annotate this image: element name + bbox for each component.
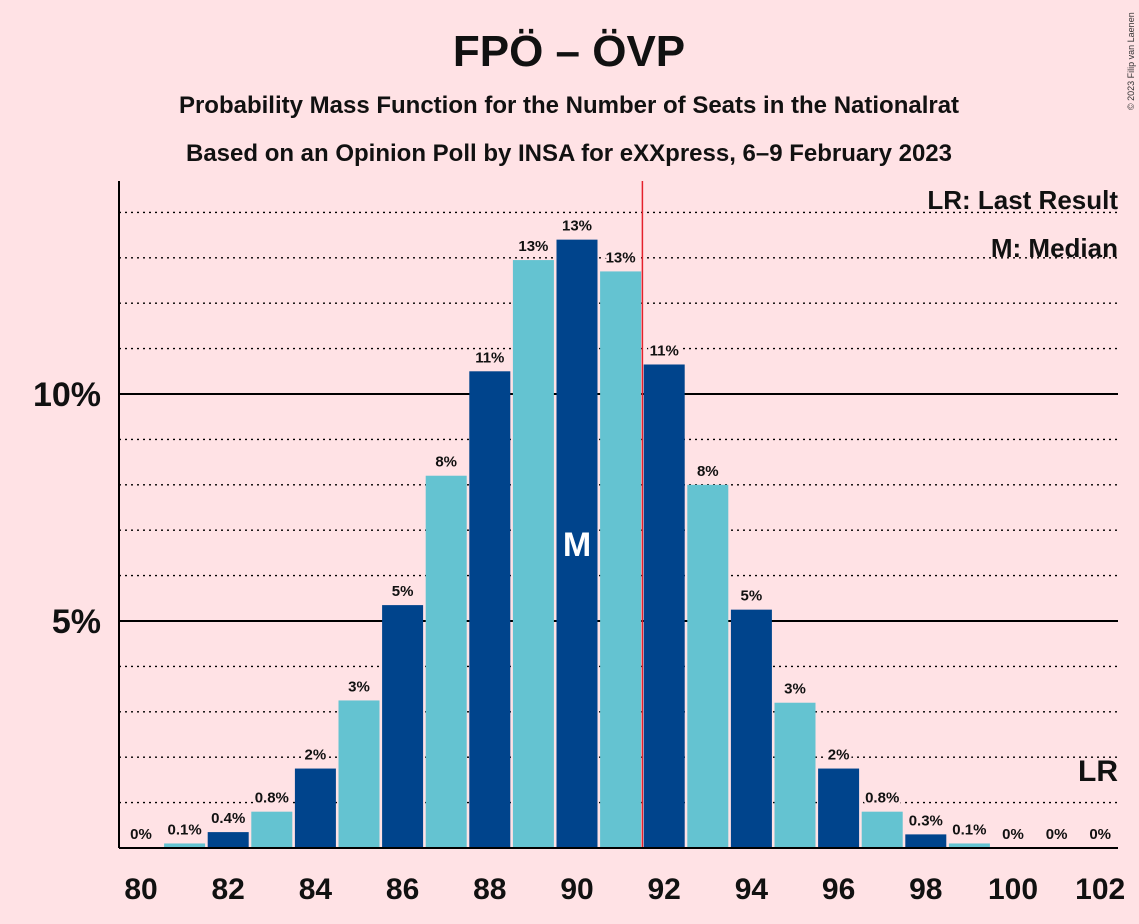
bar-label-bg-100: 0% bbox=[1002, 826, 1024, 843]
bar-label-bg-90: 13% bbox=[562, 218, 592, 235]
x-tick-label: 88 bbox=[473, 873, 506, 906]
x-tick-label: 96 bbox=[822, 873, 855, 906]
chart-subtitle-poll: Based on an Opinion Poll by INSA for eXX… bbox=[186, 140, 952, 167]
bar-label-bg-102: 0% bbox=[1089, 826, 1111, 843]
bar-label-91: 13% bbox=[606, 249, 636, 266]
bar-label-bg-88: 11% bbox=[475, 349, 504, 366]
bar-label-99: 0.1% bbox=[952, 821, 986, 838]
bar-label-bg-81: 0.1% bbox=[167, 821, 201, 838]
bar-label-100: 0% bbox=[1002, 826, 1024, 843]
x-tick-label: 100 bbox=[988, 873, 1038, 906]
chart-subtitle: Probability Mass Function for the Number… bbox=[179, 92, 959, 119]
bar-87 bbox=[425, 475, 467, 848]
bar-label-90: 13% bbox=[562, 218, 592, 235]
bar-84 bbox=[294, 768, 336, 848]
bar-label-bg-89: 13% bbox=[518, 238, 548, 255]
bar-83 bbox=[251, 811, 293, 848]
bar-label-83: 0.8% bbox=[255, 790, 289, 807]
bar-85 bbox=[338, 700, 380, 848]
bar-label-bg-84: 2% bbox=[305, 747, 327, 764]
bar-90 bbox=[556, 239, 598, 848]
bar-99 bbox=[948, 843, 990, 848]
x-tick-label: 86 bbox=[386, 873, 419, 906]
bar-label-95: 3% bbox=[784, 681, 806, 698]
copyright-note: © 2023 Filip van Laenen bbox=[1126, 12, 1136, 110]
bar-96 bbox=[818, 768, 860, 848]
bar-label-bg-93: 8% bbox=[697, 463, 719, 480]
bar-92 bbox=[643, 364, 685, 848]
bar-95 bbox=[774, 702, 816, 848]
x-tick-label: 84 bbox=[299, 873, 333, 906]
bar-label-97: 0.8% bbox=[865, 790, 899, 807]
bar-label-bg-97: 0.8% bbox=[865, 790, 899, 807]
x-tick-label: 102 bbox=[1075, 873, 1125, 906]
median-marker: M bbox=[563, 526, 591, 564]
bar-label-bg-94: 5% bbox=[741, 588, 763, 605]
last-result-marker: LR bbox=[1078, 755, 1118, 788]
bar-label-bg-99: 0.1% bbox=[952, 821, 986, 838]
legend-median: M: Median bbox=[991, 233, 1118, 263]
bar-91 bbox=[600, 271, 642, 848]
bar-label-bg-98: 0.3% bbox=[909, 812, 943, 829]
data-labels: 0%0% 0.1%0.1%0.4%0.4%0.8%0.8%2%2%3%3%5%5%… bbox=[128, 215, 1114, 845]
bar-89 bbox=[512, 260, 554, 848]
bar-label-96: 2% bbox=[828, 747, 850, 764]
x-tick-label: 82 bbox=[212, 873, 245, 906]
bar-label-81: 0.1% bbox=[167, 821, 201, 838]
bars bbox=[164, 239, 990, 848]
bar-97 bbox=[861, 811, 903, 848]
bar-label-bg-101: 0% bbox=[1046, 826, 1068, 843]
x-tick-label: 90 bbox=[560, 873, 593, 906]
bar-label-85: 3% bbox=[348, 678, 370, 695]
bar-label-94: 5% bbox=[741, 588, 763, 605]
bar-label-bg-87: 8% bbox=[435, 454, 457, 471]
legend-last-result: LR: Last Result bbox=[927, 185, 1118, 215]
bar-label-82: 0.4% bbox=[211, 810, 245, 827]
bar-label-98: 0.3% bbox=[909, 812, 943, 829]
bar-label-bg-80: 0% bbox=[130, 826, 152, 843]
bar-label-bg-83: 0.8% bbox=[255, 790, 289, 807]
bar-label-88: 11% bbox=[475, 349, 504, 366]
bar-label-80: 0% bbox=[130, 826, 152, 843]
x-tick-label: 98 bbox=[909, 873, 942, 906]
axes: 5% 10% 80 82 84 86 88 90 92 94 96 98 100 102 bbox=[33, 181, 1125, 906]
bar-81 bbox=[164, 843, 206, 848]
bar-label-92: 11% bbox=[650, 342, 679, 359]
bar-label-93: 8% bbox=[697, 463, 719, 480]
bar-label-89: 13% bbox=[518, 238, 548, 255]
bar-86 bbox=[382, 605, 424, 848]
bar-label-86: 5% bbox=[392, 583, 414, 600]
x-tick-label: 92 bbox=[648, 873, 681, 906]
bar-label-bg-85: 3% bbox=[348, 678, 370, 695]
bar-88 bbox=[469, 371, 511, 848]
bar-93 bbox=[687, 484, 729, 848]
bar-label-bg-95: 3% bbox=[784, 681, 806, 698]
bar-label-84: 2% bbox=[305, 747, 327, 764]
bar-label-bg-82: 0.4% bbox=[211, 810, 245, 827]
bar-82 bbox=[207, 832, 249, 848]
x-tick-label: 94 bbox=[735, 873, 769, 906]
bar-label-bg-91: 13% bbox=[606, 249, 636, 266]
y-tick-label: 10% bbox=[33, 376, 101, 414]
bar-label-87: 8% bbox=[435, 454, 457, 471]
bar-label-101: 0% bbox=[1046, 826, 1068, 843]
bar-label-bg-86: 5% bbox=[392, 583, 414, 600]
chart-title: FPÖ – ÖVP bbox=[453, 27, 685, 76]
y-tick-label: 5% bbox=[52, 603, 101, 641]
bar-label-bg-92: 11% bbox=[650, 342, 679, 359]
bar-label-102: 0% bbox=[1089, 826, 1111, 843]
bar-98 bbox=[905, 834, 947, 848]
x-tick-label: 80 bbox=[124, 873, 157, 906]
bar-94 bbox=[730, 609, 772, 848]
bar-label-bg-96: 2% bbox=[828, 747, 850, 764]
